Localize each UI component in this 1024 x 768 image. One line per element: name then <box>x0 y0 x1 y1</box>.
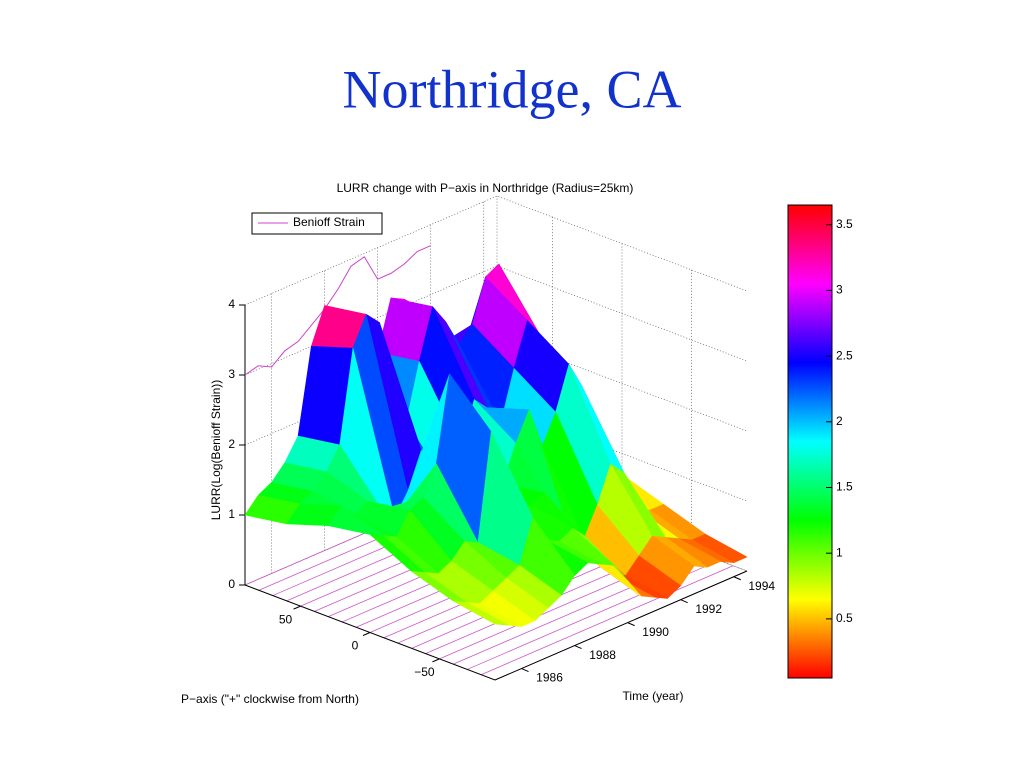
x-tick <box>680 599 688 604</box>
z-tick-label: 1 <box>228 507 235 521</box>
colorbar <box>787 204 833 679</box>
colorbar-tick-label: 1.5 <box>836 480 853 494</box>
y-tick <box>293 605 301 610</box>
benioff-line <box>244 245 431 376</box>
colorbar-tick-label: 3 <box>836 283 843 297</box>
x-tick-label: 1992 <box>695 602 722 616</box>
x-tick-label: 1994 <box>748 579 775 593</box>
x-tick <box>627 622 635 627</box>
surface-patch <box>453 600 509 626</box>
colorbar-tick-label: 1 <box>836 545 843 559</box>
y-tick-label: 0 <box>352 639 359 653</box>
colorbar-tick-label: 0.5 <box>836 611 853 625</box>
floor-line <box>480 565 734 676</box>
z-tick-label: 2 <box>228 437 235 451</box>
z-tick-label: 3 <box>228 367 235 381</box>
x-axis-label: Time (year) <box>623 689 684 703</box>
y-tick <box>362 632 371 636</box>
y-tick <box>432 658 440 663</box>
x-tick-label: 1986 <box>536 671 563 685</box>
x-tick <box>521 668 529 672</box>
x-tick-label: 1988 <box>589 648 616 662</box>
slide-title: Northridge, CA <box>343 59 682 119</box>
x-tick <box>574 645 582 650</box>
legend-label: Benioff Strain <box>293 215 365 229</box>
z-tick-label: 4 <box>228 297 235 311</box>
axis-line <box>244 570 748 681</box>
legend <box>251 212 383 235</box>
y-tick-label: −50 <box>414 665 435 679</box>
z-axis-label: LURR(Log(Benioff Strain)) <box>209 380 223 521</box>
x-tick <box>733 576 741 581</box>
chart-title: LURR change with P−axis in Northridge (R… <box>337 181 634 195</box>
y-tick-label: 50 <box>279 612 293 626</box>
colorbar-tick-label: 2.5 <box>836 348 853 362</box>
z-tick-label: 0 <box>228 577 235 591</box>
colorbar-tick-label: 2 <box>836 414 843 428</box>
x-tick-label: 1990 <box>642 625 669 639</box>
y-axis-label: P−axis ("+" clockwise from North) <box>181 692 359 706</box>
colorbar-tick-label: 3.5 <box>836 217 853 231</box>
